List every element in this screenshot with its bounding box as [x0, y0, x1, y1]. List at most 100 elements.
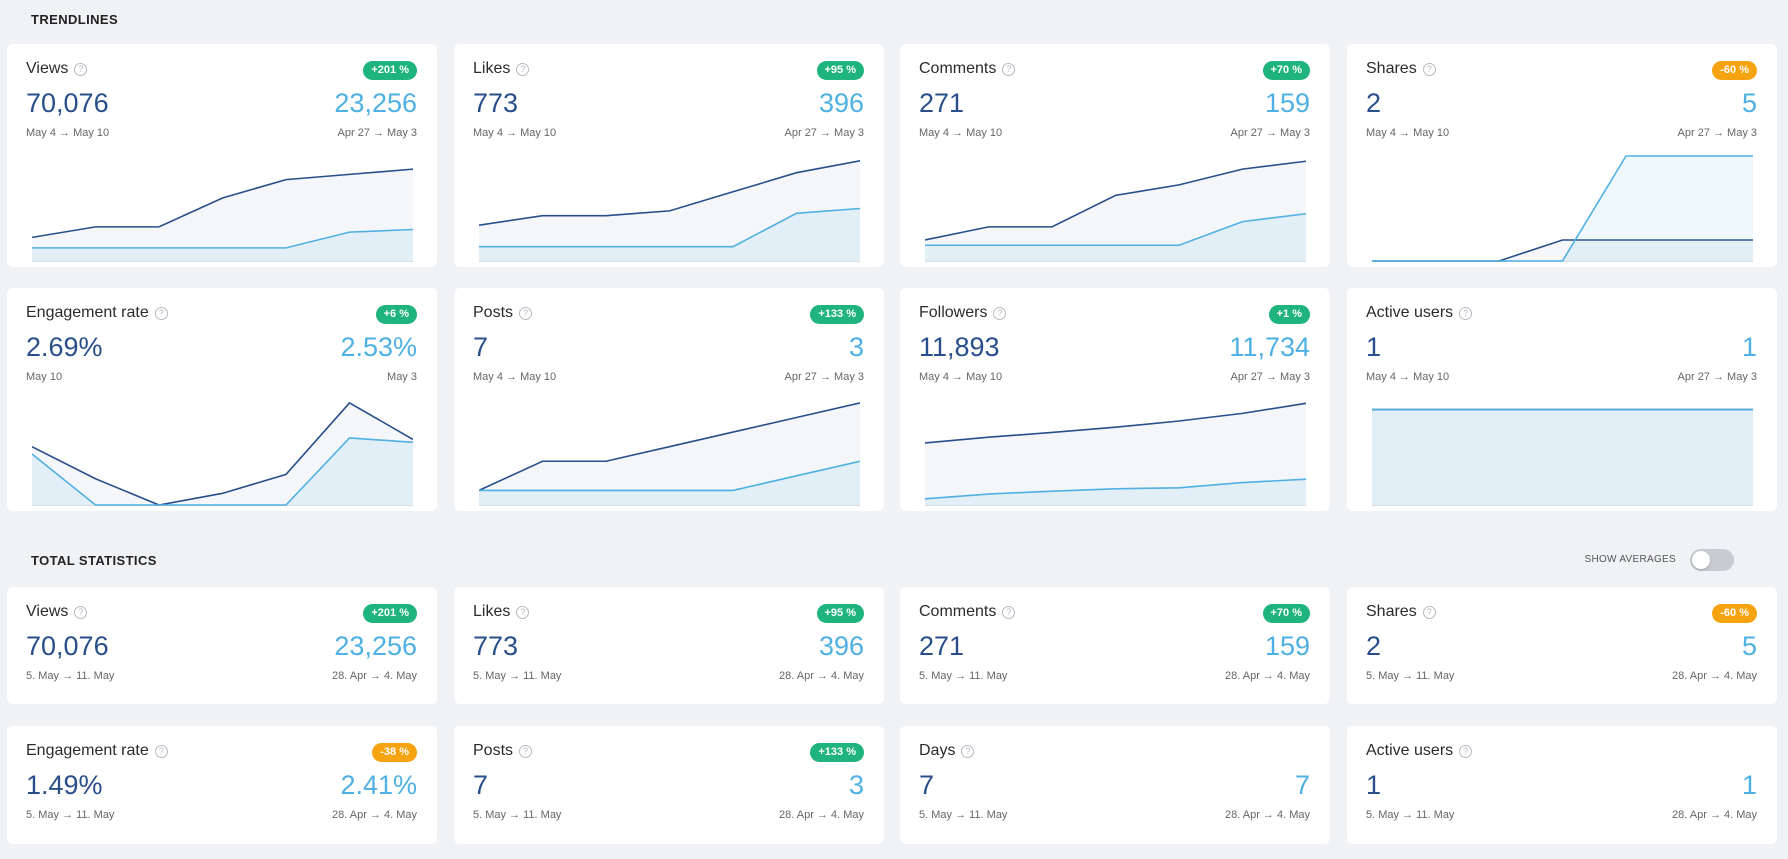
- previous-series-area: [1372, 409, 1753, 505]
- current-series-line: [479, 402, 860, 492]
- change-badge: +133 %: [810, 743, 864, 762]
- toggle-knob: [1692, 551, 1710, 569]
- card-title: Posts ?: [473, 304, 533, 322]
- current-value: 773: [473, 88, 519, 118]
- current-series-area: [32, 169, 413, 261]
- card-title-text: Views: [26, 60, 69, 77]
- sparkline-chart: [925, 402, 1306, 506]
- current-value: 7: [473, 770, 489, 800]
- help-icon[interactable]: ?: [1002, 605, 1016, 619]
- help-icon[interactable]: ?: [74, 62, 88, 76]
- card-title-text: Followers: [919, 304, 988, 321]
- previous-series-line: [479, 207, 860, 248]
- show-averages-label: SHOW AVERAGES: [1584, 554, 1676, 565]
- current-range: May 4 → May 10: [1366, 371, 1450, 383]
- previous-value: 159: [1264, 631, 1310, 661]
- previous-range: May 3: [387, 371, 417, 383]
- card-title-text: Engagement rate: [26, 304, 149, 321]
- current-value: 773: [473, 631, 519, 661]
- current-value: 11,893: [919, 332, 1000, 362]
- help-icon[interactable]: ?: [516, 605, 530, 619]
- current-range: 5. May → 11. May: [919, 809, 1008, 821]
- current-range: May 10: [26, 371, 63, 383]
- help-icon[interactable]: ?: [519, 744, 533, 758]
- help-icon[interactable]: ?: [516, 62, 530, 76]
- current-range: May 4 → May 10: [919, 127, 1003, 139]
- previous-series-area: [479, 461, 860, 505]
- show-averages-toggle[interactable]: [1690, 549, 1734, 571]
- card-title: Posts ?: [473, 742, 533, 760]
- previous-value: 2.53%: [340, 332, 417, 362]
- previous-series-line: [1372, 155, 1753, 262]
- previous-value: 396: [818, 88, 864, 118]
- trendlines-card-engagement-rate: Engagement rate ? +6 % 2.69% 2.53% May 1…: [7, 288, 437, 511]
- card-title: Shares ?: [1366, 603, 1436, 621]
- current-range: 5. May → 11. May: [26, 809, 115, 821]
- trendlines-heading: TRENDLINES: [31, 12, 119, 27]
- total-statistics-heading: TOTAL STATISTICS: [31, 553, 157, 568]
- trendlines-card-shares: Shares ? -60 % 2 5 May 4 → May 10 Apr 27…: [1347, 44, 1777, 267]
- previous-series-area: [1372, 156, 1753, 261]
- previous-range: Apr 27 → May 3: [1230, 371, 1310, 383]
- card-title-text: Shares: [1366, 60, 1417, 77]
- change-badge: +95 %: [816, 61, 864, 80]
- previous-value: 23,256: [334, 88, 417, 118]
- help-icon[interactable]: ?: [74, 605, 88, 619]
- help-icon[interactable]: ?: [993, 306, 1007, 320]
- current-series-line: [925, 160, 1306, 241]
- card-title-text: Shares: [1366, 603, 1417, 620]
- help-icon[interactable]: ?: [519, 306, 533, 320]
- change-badge: +133 %: [810, 305, 864, 324]
- help-icon[interactable]: ?: [154, 744, 168, 758]
- current-value: 1.49%: [26, 770, 103, 800]
- help-icon[interactable]: ?: [1459, 306, 1473, 320]
- previous-value: 3: [848, 770, 864, 800]
- previous-range: Apr 27 → May 3: [1230, 127, 1310, 139]
- help-icon[interactable]: ?: [154, 306, 168, 320]
- card-title-text: Days: [919, 742, 956, 759]
- card-title: Comments ?: [919, 60, 1016, 78]
- current-range: 5. May → 11. May: [473, 809, 562, 821]
- current-series-line: [32, 401, 413, 506]
- previous-value: 11,734: [1229, 332, 1310, 362]
- sparkline-chart: [1372, 408, 1753, 506]
- current-value: 271: [919, 88, 965, 118]
- current-range: 5. May → 11. May: [1366, 809, 1455, 821]
- card-title: Days ?: [919, 742, 975, 760]
- previous-series-line: [479, 460, 860, 492]
- previous-value: 159: [1264, 88, 1310, 118]
- current-value: 7: [473, 332, 489, 362]
- previous-range: Apr 27 → May 3: [1677, 127, 1757, 139]
- help-icon[interactable]: ?: [1422, 62, 1436, 76]
- current-series-area: [32, 402, 413, 505]
- trendlines-card-likes: Likes ? +95 % 773 396 May 4 → May 10 Apr…: [454, 44, 884, 267]
- card-title: Likes ?: [473, 603, 530, 621]
- help-icon[interactable]: ?: [1459, 744, 1473, 758]
- current-range: May 4 → May 10: [473, 127, 557, 139]
- card-title: Followers ?: [919, 304, 1007, 322]
- previous-range: 28. Apr → 4. May: [779, 670, 864, 682]
- current-series-line: [479, 159, 860, 226]
- previous-value: 7: [1294, 770, 1310, 800]
- trendlines-card-followers: Followers ? +1 % 11,893 11,734 May 4 → M…: [900, 288, 1330, 511]
- card-title: Views ?: [26, 60, 88, 78]
- totals-card-active-users: Active users ? 1 1 5. May → 11. May 28. …: [1347, 726, 1777, 844]
- card-title: Views ?: [26, 603, 88, 621]
- card-title-text: Active users: [1366, 742, 1454, 759]
- totals-card-posts: Posts ? +133 % 7 3 5. May → 11. May 28. …: [454, 726, 884, 844]
- change-badge: +70 %: [1262, 61, 1310, 80]
- current-range: 5. May → 11. May: [919, 670, 1008, 682]
- current-series-area: [1372, 409, 1753, 505]
- change-badge: +6 %: [375, 305, 417, 324]
- totals-card-days: Days ? 7 7 5. May → 11. May 28. Apr → 4.…: [900, 726, 1330, 844]
- help-icon[interactable]: ?: [961, 744, 975, 758]
- help-icon[interactable]: ?: [1002, 62, 1016, 76]
- current-value: 7: [919, 770, 935, 800]
- current-value: 2: [1366, 88, 1382, 118]
- current-series-area: [1372, 240, 1753, 261]
- card-title: Engagement rate ?: [26, 304, 168, 322]
- previous-series-area: [32, 437, 413, 505]
- help-icon[interactable]: ?: [1422, 605, 1436, 619]
- previous-series-area: [32, 229, 413, 261]
- current-series-line: [925, 402, 1306, 444]
